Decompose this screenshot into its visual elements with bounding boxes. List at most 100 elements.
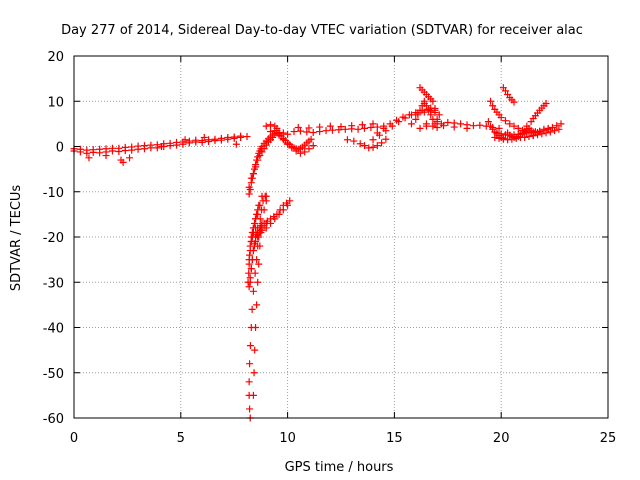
data-point [358,121,366,129]
series-lobe-lower [271,127,317,157]
data-point [271,215,279,223]
data-point [245,183,253,191]
data-point [247,233,255,241]
data-point [337,123,345,131]
data-point [416,124,424,132]
data-point [246,247,254,255]
data-point [350,137,358,145]
data-point [273,124,281,132]
data-point [555,125,563,133]
grid [74,56,608,418]
x-tick-label: 20 [493,431,510,446]
data-point [551,127,559,135]
data-point [284,140,292,148]
data-point [414,111,422,119]
data-point [343,136,351,144]
data-point [296,127,304,135]
y-axis-label: SDTVAR / TECUs [9,185,24,292]
data-point [525,133,533,141]
data-point [369,143,377,151]
y-tick-label: 20 [47,50,64,65]
data-point [211,135,219,143]
data-point [83,146,91,154]
x-axis-label: GPS time / hours [285,460,394,475]
series-arc-21 [527,100,550,126]
data-point [102,152,110,160]
data-point [224,133,232,141]
data-point [433,123,441,131]
data-point [76,145,84,153]
data-point [243,133,251,141]
data-point [260,145,268,153]
series-sag-14 [343,135,390,152]
data-point [536,127,544,135]
data-point [246,342,254,350]
data-point [307,135,315,143]
data-point [360,142,368,150]
data-point [248,228,256,236]
data-point [544,124,552,132]
data-point [290,128,298,136]
data-point [469,122,477,130]
data-point [245,256,253,264]
data-point [373,123,381,131]
data-point [251,269,259,277]
data-point [542,129,550,137]
data-point [246,360,254,368]
data-point [301,148,309,156]
series-cluster-16 [407,97,443,132]
data-point [249,391,257,399]
data-point [433,118,441,126]
data-point [230,133,238,141]
data-point [553,122,561,130]
data-point [420,100,428,108]
data-point [440,122,448,130]
data-point [326,122,334,130]
y-tick-label: -40 [43,322,64,337]
data-point [249,287,257,295]
data-point [166,139,174,147]
x-tick-label: 5 [177,431,185,446]
data-point [275,210,283,218]
data-point [205,136,213,144]
data-point [250,219,258,227]
series-mid-high [262,120,377,132]
data-point [121,143,129,151]
data-point [373,142,381,150]
data-point [181,136,189,144]
chart-title: Day 277 of 2014, Sidereal Day-to-day VTE… [61,23,583,38]
x-tick-label: 25 [600,431,617,446]
data-point [253,301,261,309]
data-point [256,201,264,209]
data-point [484,118,492,126]
data-point [399,113,407,121]
data-point [192,136,200,144]
data-point [158,143,166,150]
data-point [267,128,275,136]
data-point [294,123,302,131]
data-point [292,147,300,155]
data-point [491,133,499,141]
data-point [279,206,287,214]
data-point [85,154,93,162]
data-point [514,124,522,132]
y-tick-label: -10 [43,186,64,201]
data-point [173,138,181,146]
data-point [348,122,356,130]
data-point [429,97,437,105]
data-point [506,120,514,128]
data-point [267,121,275,129]
data-point [248,305,256,313]
series-rise-15b [373,104,439,137]
data-point [444,119,452,127]
series-hook-21 [523,122,552,137]
data-point [542,100,550,108]
data-point [258,192,266,200]
data-point [254,156,262,164]
data-point [540,125,548,133]
data-point [356,140,364,148]
series-rebound-2 [245,133,277,191]
data-point [279,136,287,144]
x-tick-label: 10 [279,431,296,446]
data-point [115,144,123,152]
